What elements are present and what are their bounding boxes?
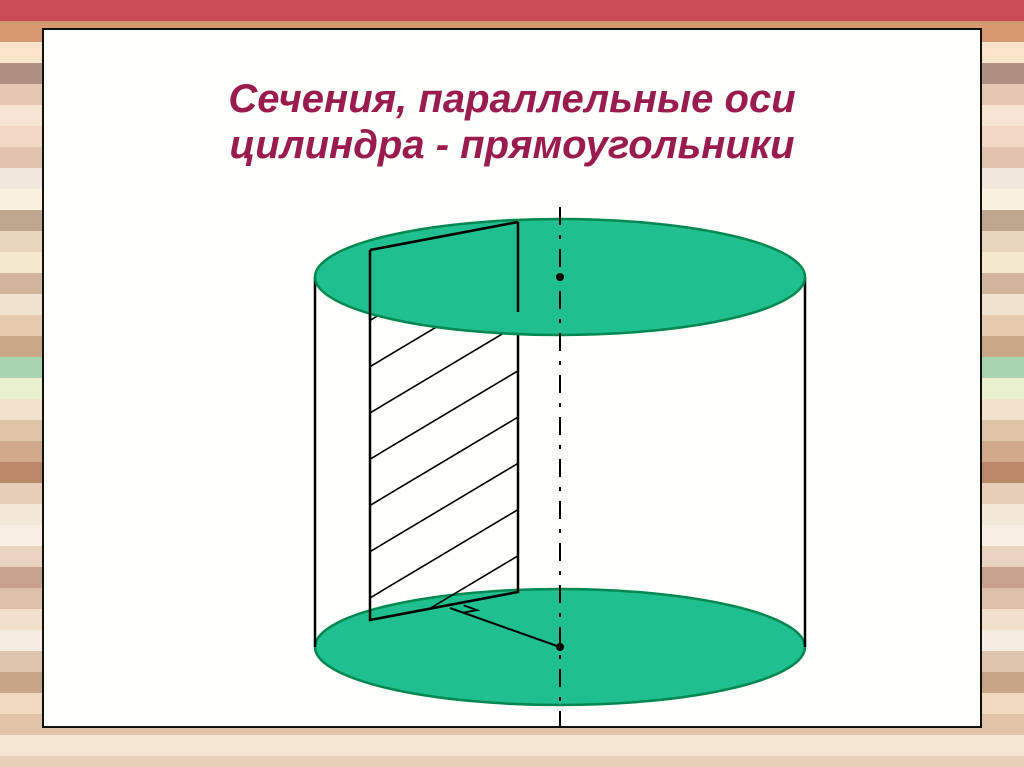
cylinder-diagram [270, 192, 850, 752]
slide-card: Сечения, параллельные оси цилиндра - пря… [42, 28, 982, 728]
slide: Сечения, параллельные оси цилиндра - пря… [0, 0, 1024, 767]
slide-title: Сечения, параллельные оси цилиндра - пря… [44, 76, 980, 168]
bottom-center-dot [556, 643, 564, 651]
title-line-1: Сечения, параллельные оси [228, 77, 795, 121]
title-line-2: цилиндра - прямоугольники [229, 123, 794, 167]
top-center-dot [556, 273, 564, 281]
